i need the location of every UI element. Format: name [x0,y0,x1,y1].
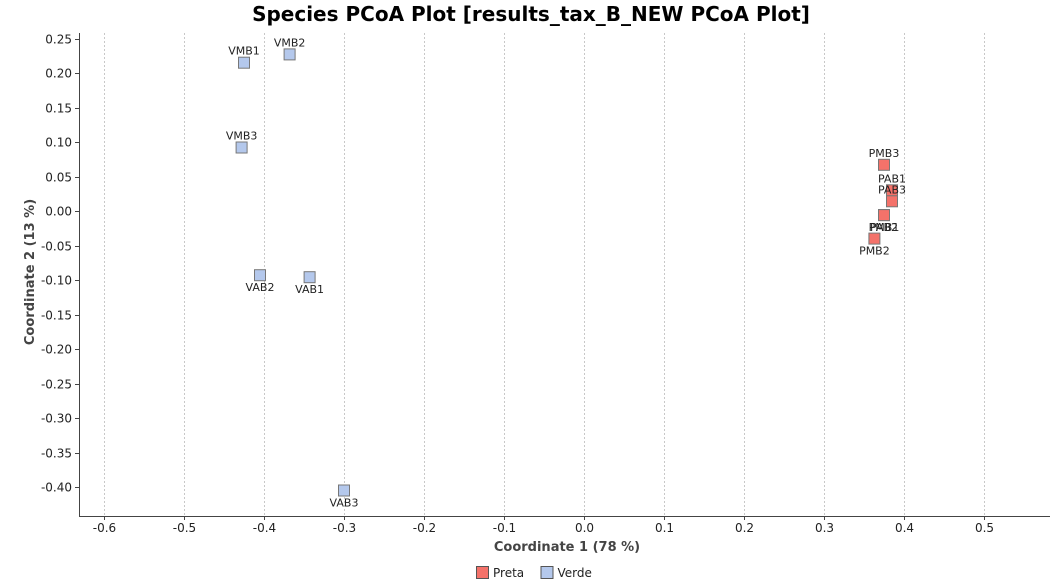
point-label-pmb3: PMB3 [869,147,900,160]
point-preta-pmb3 [878,158,890,171]
y-tick-label: -0.35 [41,447,72,461]
point-verde-vab1 [303,271,316,284]
y-tick-label: -0.20 [41,343,72,357]
y-tick-label: -0.40 [41,481,72,495]
x-tick-label: 0.3 [815,521,834,535]
point-label-vmb2: VMB2 [274,36,306,49]
x-tick-label: 0.5 [975,521,994,535]
legend: Preta Verde [476,566,592,580]
x-tick-label: 0.4 [895,521,914,535]
y-tick-label: 0.25 [45,33,72,47]
point-label-vmb1: VMB1 [228,45,260,58]
point-label-vmb3: VMB3 [226,130,258,143]
point-label-vab3: VAB3 [330,497,359,510]
point-verde-vmb3 [235,141,248,154]
legend-swatch-preta [476,566,489,579]
grid-lines [104,33,985,516]
point-preta-pmb2 [868,232,881,245]
x-tick-label: -0.3 [333,521,356,535]
point-label-pab1: PAB1 [878,172,906,185]
x-tick-label: -0.2 [413,521,436,535]
y-tick-label: -0.10 [41,274,72,288]
x-tick-label: -0.4 [253,521,276,535]
point-label-vab1: VAB1 [295,283,324,296]
axes: -0.6 -0.5 -0.4 -0.3 -0.2 -0.1 0.0 0.1 0.2 0.3 0.4 0… [41,33,1050,535]
y-axis-title: Coordinate 2 (13 %) [23,199,38,345]
x-tick-label: -0.6 [93,521,116,535]
y-tick-label: 0.00 [45,205,72,219]
y-tick-label: 0.20 [45,67,72,81]
point-verde-vab2 [254,269,266,282]
x-tick-label: -0.1 [493,521,516,535]
point-preta-pab3 [886,195,898,208]
point-label-pmb1: PMB1 [869,221,900,234]
x-tick-label: -0.5 [173,521,196,535]
x-axis-title: Coordinate 1 (78 %) [494,540,640,555]
y-tick-label: 0.05 [45,171,72,185]
x-tick-label: 0.0 [575,521,594,535]
y-tick-label: 0.10 [45,136,72,150]
point-verde-vab3 [338,484,350,497]
point-label-vab2: VAB2 [246,281,275,294]
y-tick-label: -0.25 [41,378,72,392]
point-verde-vmb1 [238,56,250,69]
x-tick-label: 0.2 [735,521,754,535]
point-label-pab2: PAB2 [870,221,898,234]
y-tick-label: -0.15 [41,309,72,323]
y-tick-label: -0.05 [41,240,72,254]
legend-swatch-verde [540,566,554,579]
legend-label-preta: Preta [493,566,524,580]
chart-title: Species PCoA Plot [results_tax_B_NEW PCo… [252,2,810,26]
y-tick-label: 0.15 [45,102,72,116]
point-label-pmb2: PMB2 [859,245,890,258]
point-verde-vmb2 [283,48,296,61]
x-tick-label: 0.1 [655,521,674,535]
point-preta-pab2 [878,209,890,222]
legend-label-verde: Verde [558,566,592,580]
point-label-pab3: PAB3 [878,183,906,196]
y-tick-label: -0.30 [41,412,72,426]
